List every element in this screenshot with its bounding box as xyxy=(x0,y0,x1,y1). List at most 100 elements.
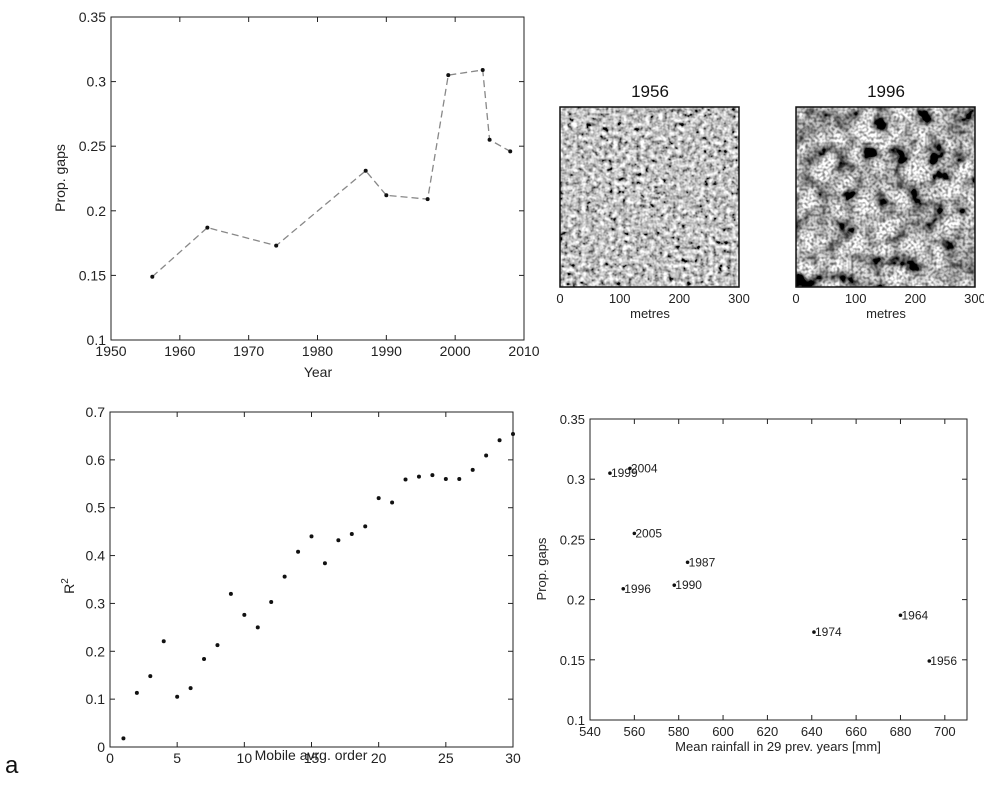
y-tick-label: 0.4 xyxy=(86,548,106,564)
image-title: 1956 xyxy=(631,82,669,101)
data-point xyxy=(256,625,260,629)
image-title: 1996 xyxy=(867,82,905,101)
canopy-speckle xyxy=(796,107,975,287)
x-tick-label: 2010 xyxy=(508,343,539,359)
y-tick-label: 0.15 xyxy=(560,653,585,668)
image-x-label: metres xyxy=(866,306,906,321)
canopy-image-1956: 1956 0 100 200 300 metres xyxy=(556,82,749,321)
x-tick-label: 600 xyxy=(712,724,734,739)
data-point xyxy=(150,275,154,279)
data-point xyxy=(481,68,485,72)
data-point xyxy=(121,736,125,740)
data-point xyxy=(508,149,512,153)
point-label: 1987 xyxy=(689,555,716,569)
y-tick-label: 0.5 xyxy=(86,500,106,516)
data-point xyxy=(457,477,461,481)
data-point xyxy=(189,686,193,690)
data-point xyxy=(498,438,502,442)
point-label: 1956 xyxy=(930,654,957,668)
data-point xyxy=(484,454,488,458)
image-tick-label: 0 xyxy=(556,291,563,306)
y-tick-label: 0.2 xyxy=(567,593,585,608)
data-point xyxy=(384,193,388,197)
y-tick-label: 0.1 xyxy=(87,332,107,348)
data-point xyxy=(390,500,394,504)
y-tick-label: 0.3 xyxy=(86,595,106,611)
y-tick-label: 0.2 xyxy=(86,643,106,659)
y-tick-label: 0.2 xyxy=(87,203,107,219)
plot-frame xyxy=(110,412,513,747)
point-label: 1990 xyxy=(675,578,702,592)
y-tick-label: 0.35 xyxy=(560,412,585,427)
x-axis-label: Mobile avrg. order xyxy=(255,747,368,763)
canopy-image-1996: 1996 0 100 200 300 metres xyxy=(792,82,984,321)
data-point xyxy=(323,561,327,565)
data-point xyxy=(426,197,430,201)
y-axis-label: R2 xyxy=(60,578,77,594)
x-tick-label: 2000 xyxy=(440,343,471,359)
y-tick-label: 0.15 xyxy=(79,267,106,283)
data-point xyxy=(444,477,448,481)
y-tick-label: 0.1 xyxy=(86,691,106,707)
image-x-label: metres xyxy=(630,306,670,321)
y-tick-label: 0 xyxy=(97,739,105,755)
data-point xyxy=(269,600,273,604)
point-label: 2004 xyxy=(631,461,658,475)
panel-label: a xyxy=(5,752,18,780)
data-point xyxy=(162,639,166,643)
y-tick-label: 0.3 xyxy=(567,472,585,487)
gaps-vs-year-chart: 1950 1960 1970 1980 1990 2000 2010 0.1 0.15 0.2 0.… xyxy=(52,9,540,380)
data-point xyxy=(471,468,475,472)
x-axis-label: Mean rainfall in 29 prev. years [mm] xyxy=(675,739,881,754)
y-tick-label: 0.6 xyxy=(86,452,106,468)
image-tick-label: 300 xyxy=(964,291,984,306)
data-point xyxy=(377,496,381,500)
x-tick-label: 1970 xyxy=(233,343,264,359)
data-point xyxy=(175,695,179,699)
data-point xyxy=(274,244,278,248)
x-tick-label: 25 xyxy=(438,750,454,766)
x-tick-label: 560 xyxy=(624,724,646,739)
data-point xyxy=(417,475,421,479)
x-tick-label: 1980 xyxy=(302,343,333,359)
data-point xyxy=(229,592,233,596)
data-point xyxy=(205,226,209,230)
data-point xyxy=(404,477,408,481)
x-tick-label: 680 xyxy=(890,724,912,739)
data-point xyxy=(336,538,340,542)
y-tick-label: 0.3 xyxy=(87,74,107,90)
data-point xyxy=(148,674,152,678)
x-tick-label: 620 xyxy=(757,724,779,739)
point-label: 2005 xyxy=(635,526,662,540)
x-axis-label: Year xyxy=(304,364,333,380)
point-label: 1996 xyxy=(624,582,651,596)
data-point xyxy=(202,657,206,661)
x-tick-label: 5 xyxy=(173,750,181,766)
plot-frame xyxy=(111,17,524,340)
x-tick-label: 640 xyxy=(801,724,823,739)
x-tick-label: 1960 xyxy=(164,343,195,359)
y-axis-label: Prop. gaps xyxy=(534,537,549,600)
data-point xyxy=(135,691,139,695)
data-point xyxy=(283,575,287,579)
image-tick-label: 200 xyxy=(904,291,926,306)
image-tick-label: 300 xyxy=(728,291,750,306)
x-tick-label: 660 xyxy=(845,724,867,739)
data-point xyxy=(242,613,246,617)
canopy-image xyxy=(560,107,739,287)
x-tick-label: 0 xyxy=(106,750,114,766)
image-tick-label: 100 xyxy=(609,291,631,306)
data-point xyxy=(488,138,492,142)
r2-vs-order-chart: 0 5 10 15 20 25 30 0 0.1 0.2 0.3 0.4 0.5 0.6 0.7 Mobil… xyxy=(60,404,521,766)
y-tick-label: 0.1 xyxy=(567,713,585,728)
y-tick-label: 0.25 xyxy=(79,138,106,154)
x-tick-label: 1990 xyxy=(371,343,402,359)
x-tick-label: 30 xyxy=(505,750,521,766)
x-tick-label: 10 xyxy=(237,750,253,766)
x-tick-label: 700 xyxy=(934,724,956,739)
y-tick-label: 0.35 xyxy=(79,9,106,25)
y-tick-label: 0.25 xyxy=(560,532,585,547)
point-label: 1974 xyxy=(815,625,842,639)
data-point xyxy=(296,550,300,554)
